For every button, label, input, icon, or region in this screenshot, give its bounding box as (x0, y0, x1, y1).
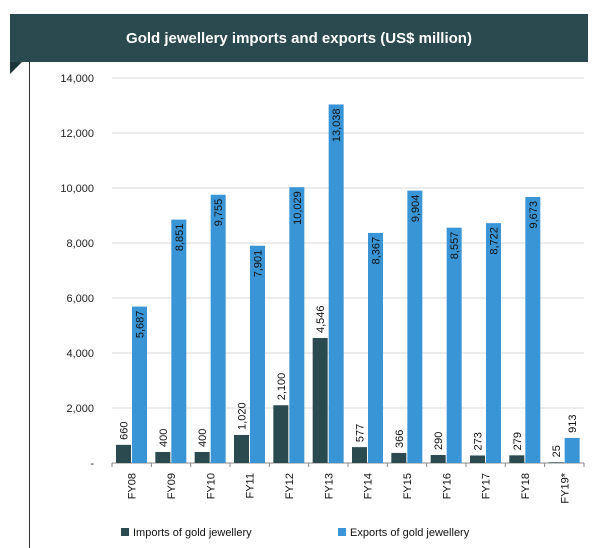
y-tick-label: 14,000 (60, 73, 94, 85)
bar-imports (391, 452, 407, 463)
bar-imports (194, 452, 210, 463)
bar-imports (548, 462, 564, 463)
legend-swatch-exports (338, 528, 346, 536)
bar-imports (312, 337, 328, 463)
x-tick-label: FY19* (559, 472, 571, 503)
x-tick-label: FY11 (245, 473, 257, 498)
data-label-imports: 4,546 (315, 305, 327, 333)
data-label-exports: 9,755 (213, 199, 225, 227)
y-tick-label: - (90, 458, 94, 470)
data-label-exports: 9,904 (410, 195, 422, 223)
chart-title-banner: Gold jewellery imports and exports (US$ … (10, 14, 588, 62)
data-label-imports: 660 (119, 421, 131, 439)
left-border-line (29, 62, 30, 548)
data-label-imports: 273 (473, 432, 485, 450)
chart-title: Gold jewellery imports and exports (US$ … (126, 29, 472, 47)
data-label-imports: 290 (433, 432, 445, 450)
data-label-exports: 8,367 (371, 237, 383, 265)
y-tick-label: 4,000 (66, 348, 94, 360)
bar-exports (132, 306, 147, 463)
data-label-exports: 5,687 (135, 311, 147, 339)
data-label-imports: 1,020 (237, 402, 249, 430)
y-tick-label: 8,000 (66, 238, 94, 250)
y-tick-label: 6,000 (66, 293, 94, 305)
bar-exports (250, 245, 265, 463)
bar-exports (486, 223, 501, 463)
bar-exports (407, 190, 423, 463)
bar-exports (171, 219, 187, 463)
data-label-exports: 13,038 (331, 108, 343, 142)
legend-swatch-imports (121, 528, 129, 536)
bar-imports (155, 452, 171, 463)
banner-fold (10, 62, 22, 74)
y-tick-label: 12,000 (60, 128, 94, 140)
x-tick-label: FY09 (166, 473, 178, 499)
x-tick-label: FY17 (481, 473, 493, 499)
bar-exports (564, 437, 580, 463)
bar-exports (210, 194, 226, 464)
data-label-imports: 577 (355, 424, 367, 442)
data-label-exports: 913 (567, 415, 579, 433)
data-label-exports: 9,673 (528, 201, 540, 229)
legend-label-imports: Imports of gold jewellery (133, 527, 252, 539)
data-label-imports: 366 (394, 430, 406, 448)
bar-exports (328, 104, 344, 463)
bar-exports (525, 196, 541, 463)
y-tick-label: 10,000 (60, 183, 94, 195)
data-label-exports: 10,029 (292, 191, 304, 225)
legend-label-exports: Exports of gold jewellery (350, 527, 470, 539)
data-label-exports: 8,557 (449, 232, 461, 260)
bar-exports (446, 227, 462, 463)
data-label-exports: 7,901 (253, 250, 265, 278)
data-label-exports: 8,851 (174, 224, 186, 252)
data-label-imports: 2,100 (276, 373, 288, 401)
x-tick-label: FY16 (441, 473, 453, 499)
bar-exports (368, 232, 383, 463)
data-label-imports: 400 (197, 429, 209, 447)
x-tick-label: FY15 (402, 473, 414, 499)
x-tick-label: FY12 (284, 473, 296, 499)
bar-imports (273, 405, 289, 463)
data-label-imports: 279 (512, 432, 524, 450)
bar-imports (234, 434, 249, 463)
x-tick-label: FY18 (520, 473, 532, 499)
x-tick-label: FY14 (363, 473, 375, 499)
x-tick-label: FY13 (323, 473, 335, 499)
x-tick-label: FY08 (127, 473, 139, 499)
bar-exports (289, 187, 305, 463)
data-label-imports: 25 (551, 445, 563, 457)
data-label-exports: 8,722 (489, 227, 501, 255)
bar-imports (509, 455, 525, 463)
data-label-imports: 400 (158, 429, 170, 447)
y-tick-label: 2,000 (66, 403, 94, 415)
bar-imports (352, 447, 367, 463)
bar-imports (116, 444, 131, 463)
x-tick-label: FY10 (205, 473, 217, 499)
bar-imports (430, 455, 446, 463)
bar-imports (470, 455, 485, 463)
